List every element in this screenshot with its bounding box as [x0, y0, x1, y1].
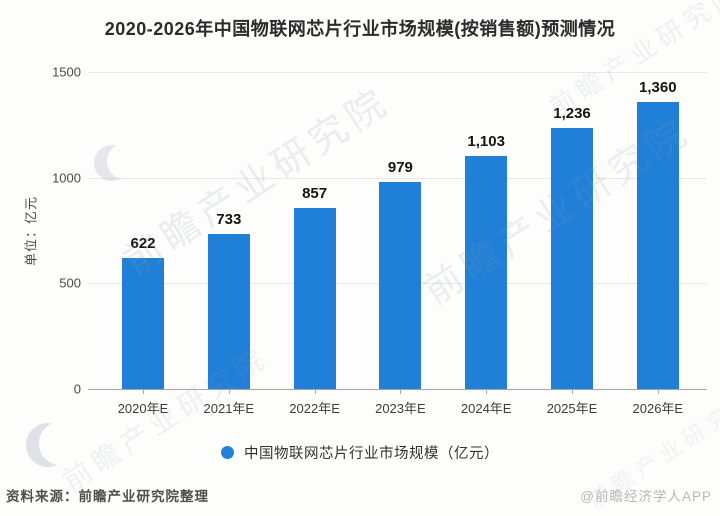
bar [551, 127, 593, 389]
x-tick-label: 2023年E [375, 401, 426, 416]
axis-tick [228, 389, 230, 394]
axis-tick [400, 389, 402, 394]
x-tick-label: 2020年E [117, 401, 169, 416]
y-tick-label: 0 [73, 381, 81, 397]
gridline [88, 177, 707, 179]
bar [207, 234, 250, 389]
x-tick-label: 2021年E [203, 401, 255, 416]
bar-value-label: 979 [387, 159, 413, 177]
y-axis-title: 单位：亿元 [23, 195, 39, 267]
bar-value-label: 733 [216, 211, 242, 229]
legend: 中国物联网芯片行业市场规模（亿元） [0, 442, 720, 463]
x-tick-label: 2022年E [289, 401, 340, 416]
bar-value-label: 1,103 [467, 132, 505, 150]
x-tick-label: 2026年E [632, 401, 684, 416]
axis-tick [314, 389, 316, 394]
x-tick-label: 2024年E [460, 401, 512, 416]
x-tick-label: 2025年E [546, 401, 598, 416]
gridline [88, 72, 707, 73]
bar-value-label: 1,236 [553, 104, 591, 122]
x-axis-line [88, 389, 707, 390]
y-tick-label: 1000 [52, 170, 81, 186]
bar [293, 207, 336, 389]
legend-marker-icon [221, 446, 234, 459]
credit-note: @前瞻经济学人APP [580, 489, 712, 504]
bar [122, 257, 164, 389]
source-note: 资料来源：前瞻产业研究院整理 [6, 489, 209, 504]
bar [379, 182, 422, 389]
axis-tick [143, 389, 144, 394]
y-tick-label: 500 [59, 275, 81, 291]
bar-value-label: 857 [302, 184, 328, 202]
axis-tick [657, 389, 659, 394]
bar-value-label: 1,360 [639, 78, 677, 96]
axis-tick [486, 389, 488, 394]
plot-area: 0 500 1000 1500 622 2020年E 733 2021年E 857 2022年E 9… [52, 65, 707, 416]
bar [465, 155, 508, 389]
axis-tick [572, 389, 573, 394]
legend-label: 中国物联网芯片行业市场规模（亿元） [244, 446, 499, 462]
chart-title: 2020-2026年中国物联网芯片行业市场规模(按销售额)预测情况 [104, 19, 616, 39]
footer: 资料来源：前瞻产业研究院整理 @前瞻经济学人APP [6, 485, 712, 505]
bar-value-label: 622 [130, 234, 156, 252]
bar [636, 101, 679, 389]
y-tick-label: 1500 [52, 64, 81, 80]
